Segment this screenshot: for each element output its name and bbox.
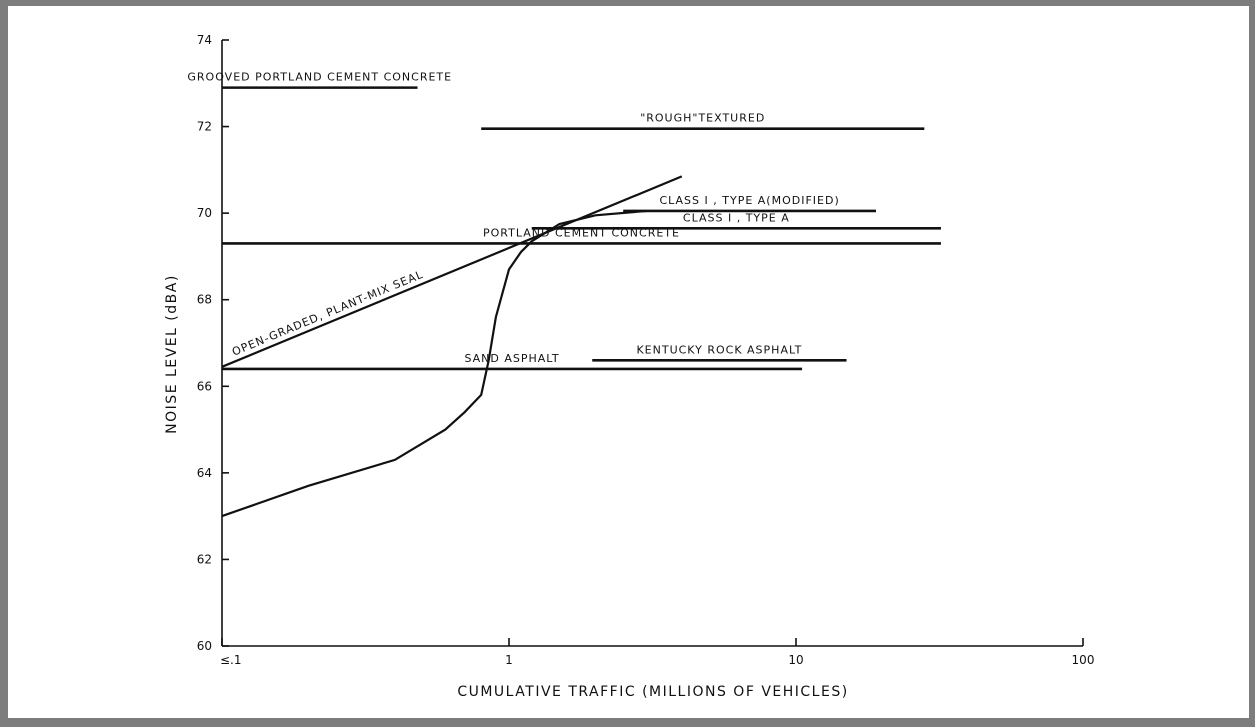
noise-chart: 60 62 64 66 68 70 72 74 ≤.1 1 10 100 GROOVED PORTL… [164, 33, 1094, 700]
x-axis-title: CUMULATIVE TRAFFIC (MILLIONS OF VEHICLES… [457, 684, 848, 700]
x-ticks: ≤.1 1 10 100 [220, 638, 1094, 667]
series-label: OPEN-GRADED, PLANT-MIX SEAL [230, 268, 425, 359]
x-tick-label: ≤.1 [220, 653, 242, 667]
y-axis-title: NOISE LEVEL (dBA) [164, 274, 180, 434]
trend-curve [221, 209, 646, 518]
y-tick-label: 70 [197, 206, 212, 220]
y-tick-label: 60 [197, 639, 212, 653]
range-label: KENTUCKY ROCK ASPHALT [636, 343, 802, 356]
range-label: CLASS I , TYPE A [683, 211, 790, 224]
range-label: GROOVED PORTLAND CEMENT CONCRETE [187, 71, 452, 84]
y-tick-label: 72 [197, 120, 212, 134]
y-ticks: 60 62 64 66 68 70 72 74 [197, 33, 229, 653]
axes [221, 40, 1083, 647]
y-tick-label: 74 [197, 33, 212, 47]
range-label: SAND ASPHALT [464, 352, 559, 365]
range-label: CLASS I , TYPE A(MODIFIED) [659, 194, 839, 207]
x-tick-label: 100 [1072, 653, 1095, 667]
x-tick-label: 1 [505, 653, 513, 667]
range-label: "ROUGH"TEXTURED [640, 112, 765, 125]
y-tick-label: 66 [197, 379, 212, 393]
surface-ranges: GROOVED PORTLAND CEMENT CONCRETE "ROUGH"T… [187, 71, 941, 371]
open-graded-seal-line [221, 175, 683, 368]
x-tick-label: 10 [788, 653, 803, 667]
range-label: PORTLAND CEMENT CONCRETE [483, 226, 680, 239]
y-tick-label: 64 [197, 466, 212, 480]
chart-panel: 60 62 64 66 68 70 72 74 ≤.1 1 10 100 GROOVED PORTL… [8, 6, 1249, 718]
y-tick-label: 62 [197, 552, 212, 566]
y-tick-label: 68 [197, 293, 212, 307]
